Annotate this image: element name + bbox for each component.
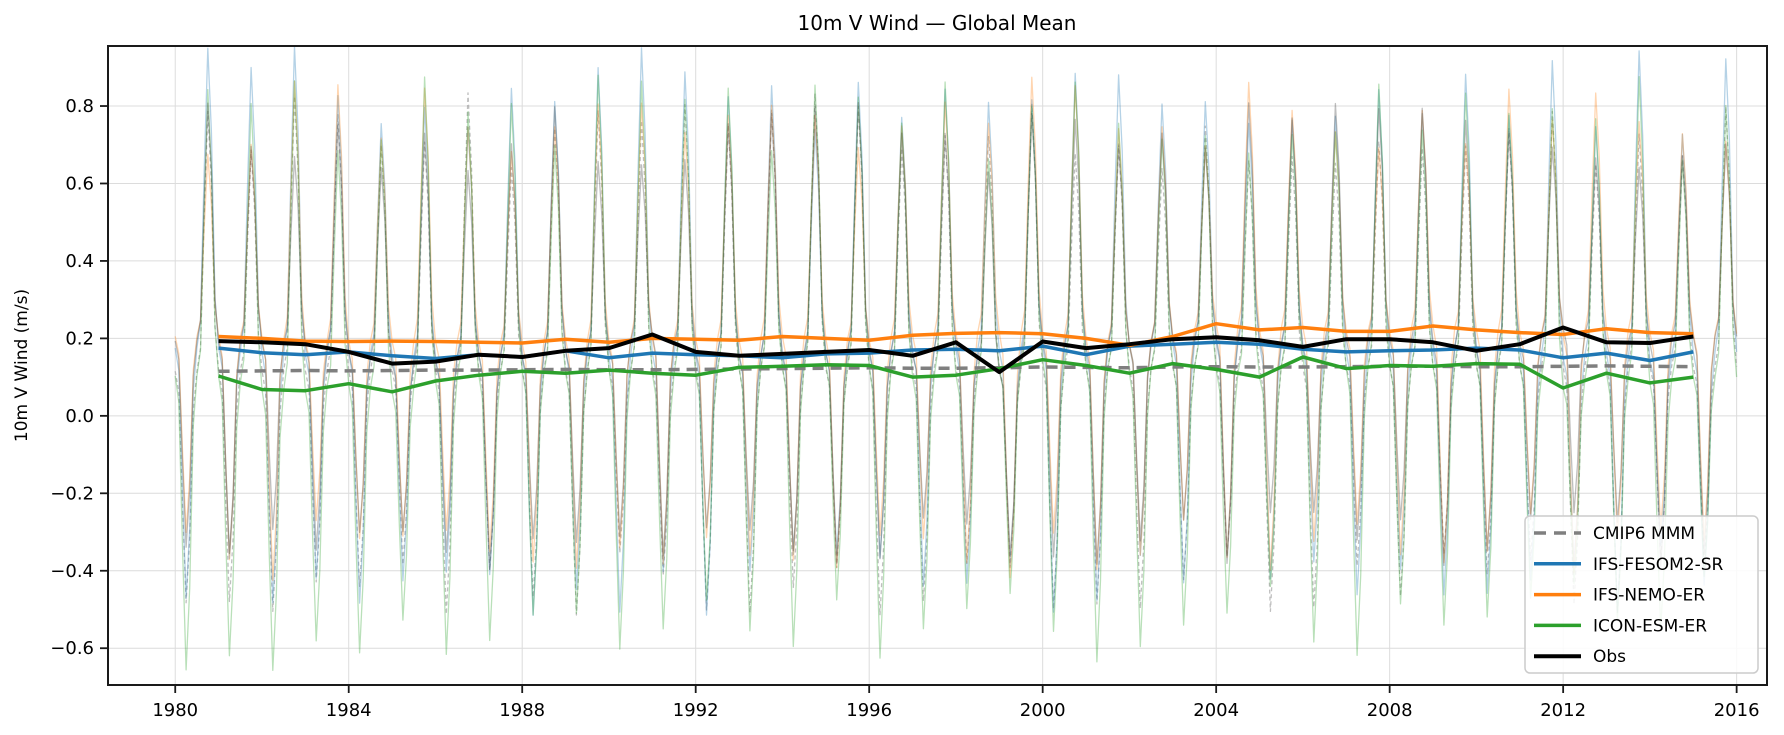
x-tick-label: 1992 xyxy=(673,700,719,721)
series-line-ifs-nemo-er xyxy=(218,321,1694,348)
x-tick-label: 1984 xyxy=(326,700,372,721)
axes-frame xyxy=(107,45,1768,686)
y-tick-label: 0.2 xyxy=(65,328,94,349)
x-tick-label: 2008 xyxy=(1367,700,1413,721)
y-axis-label: 10m V Wind (m/s) xyxy=(12,289,32,442)
legend-label: Obs xyxy=(1593,647,1626,667)
legend-item-ifs-nemo-er: IFS-NEMO-ER xyxy=(1534,586,1705,606)
x-tick-label: 1988 xyxy=(499,700,545,721)
legend-item-icon-esm-er: ICON-ESM-ER xyxy=(1534,616,1707,636)
y-tick-label: 0.4 xyxy=(65,251,94,272)
legend-label: IFS-FESOM2-SR xyxy=(1593,555,1724,575)
axis-ticks xyxy=(100,105,1738,693)
gridlines xyxy=(108,46,1767,685)
x-tick-label: 2000 xyxy=(1020,700,1066,721)
x-tick-label: 2004 xyxy=(1193,700,1239,721)
legend-item-ifs-fesom2-sr: IFS-FESOM2-SR xyxy=(1534,555,1724,575)
legend: CMIP6 MMM IFS-FESOM2-SR IFS-NEMO-ER ICON-ES… xyxy=(1524,515,1759,674)
legend-label: IFS-NEMO-ER xyxy=(1593,586,1705,606)
series-line-obs xyxy=(218,325,1694,375)
y-tick-labels: 0.8 0.6 0.4 0.2 0.0 −0.2 −0.4 −0.6 xyxy=(50,96,94,659)
legend-label: CMIP6 MMM xyxy=(1593,524,1695,544)
y-tick-label: 0.8 xyxy=(65,96,94,117)
x-tick-labels: 1980 1984 1988 1992 1996 2000 2004 2008 2012 2016 xyxy=(152,700,1759,721)
series-line-icon-esm-er xyxy=(218,355,1694,394)
y-tick-label: 0.0 xyxy=(65,406,94,427)
y-tick-label: −0.4 xyxy=(50,561,94,582)
legend-item-obs: Obs xyxy=(1534,647,1626,667)
legend-label: ICON-ESM-ER xyxy=(1593,616,1707,636)
seasonal-line-cmip6-mmm xyxy=(174,92,1738,616)
x-tick-label: 1980 xyxy=(152,700,198,721)
legend-box xyxy=(1524,515,1759,674)
x-tick-label: 2016 xyxy=(1714,700,1760,721)
chart-title: 10m V Wind — Global Mean xyxy=(798,11,1077,35)
x-tick-label: 1996 xyxy=(846,700,892,721)
x-tick-label: 2012 xyxy=(1540,700,1586,721)
seasonal-line-icon-esm-er xyxy=(174,74,1738,672)
y-tick-label: −0.2 xyxy=(50,483,94,504)
legend-item-cmip6-mmm: CMIP6 MMM xyxy=(1534,524,1695,544)
y-tick-label: 0.6 xyxy=(65,173,94,194)
annual-mean-lines xyxy=(218,321,1694,394)
y-tick-label: −0.6 xyxy=(50,638,94,659)
